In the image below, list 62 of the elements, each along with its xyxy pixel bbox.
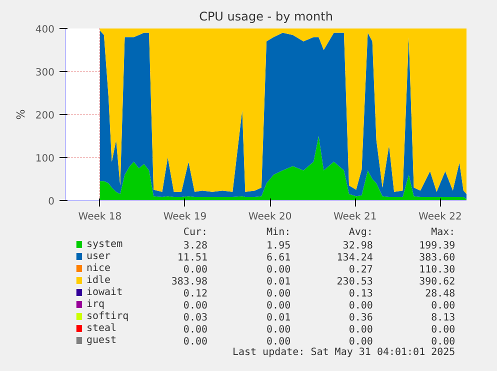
text: 199.39: [419, 240, 456, 252]
legend-label: nice: [86, 263, 111, 274]
text: 0.00: [183, 264, 208, 276]
text: 0.00: [183, 336, 208, 348]
x-tick-label: Week 20: [248, 212, 292, 222]
text: 32.98: [342, 240, 373, 252]
text: 3.28: [183, 240, 208, 252]
text: 134.24: [336, 252, 373, 264]
text: 1.95: [266, 240, 291, 252]
text: 0.00: [183, 300, 208, 312]
x-tick-label: Week 18: [78, 212, 122, 222]
text: 0.01: [266, 276, 291, 288]
y-tick-label: 100: [35, 154, 55, 164]
text: 0.13: [348, 288, 373, 300]
text: 6.61: [266, 252, 291, 264]
legend-label: user: [86, 251, 111, 262]
text: 383.60: [419, 252, 456, 264]
text: Min:: [266, 227, 291, 238]
y-axis-title: %: [14, 109, 28, 120]
text: Cur:: [183, 227, 208, 238]
legend-label: softirq: [86, 311, 129, 322]
y-tick-label: 300: [35, 68, 55, 78]
text: 0.01: [266, 312, 291, 324]
text: 0.00: [431, 300, 456, 312]
text: 28.48: [425, 288, 456, 300]
text: 0.00: [348, 336, 373, 348]
text: 0.36: [348, 312, 373, 324]
legend-label: steal: [86, 323, 117, 334]
legend-label: idle: [86, 275, 111, 286]
x-tick-label: Week 22: [418, 212, 462, 222]
y-tick-label: 0: [48, 196, 55, 208]
y-tick-label: 200: [35, 110, 55, 122]
x-tick-label: Week 19: [163, 212, 207, 222]
text: 0.03: [183, 312, 208, 324]
text: 0.27: [348, 264, 373, 276]
text: 0.00: [266, 336, 291, 348]
text: 0.00: [431, 336, 456, 348]
text: 0.00: [266, 288, 291, 300]
text: 0.00: [266, 300, 291, 312]
text: 230.53: [336, 276, 373, 288]
legend-label: iowait: [86, 287, 123, 298]
text: 0.12: [183, 288, 208, 300]
text: Max:: [431, 227, 456, 238]
text: 383.98: [171, 276, 208, 288]
text: 0.00: [348, 324, 373, 336]
text: Avg:: [348, 227, 373, 238]
text: 0.00: [266, 264, 291, 276]
text: 11.51: [177, 252, 208, 264]
text: 0.00: [348, 300, 373, 312]
legend-label: irq: [86, 299, 105, 310]
legend-label: system: [86, 239, 123, 250]
text: 0.00: [431, 324, 456, 336]
text: 110.30: [419, 264, 456, 276]
chart-title: CPU usage - by month: [199, 10, 333, 24]
text: 0.00: [183, 324, 208, 336]
text: 0.00: [266, 324, 291, 336]
x-tick-label: Week 21: [333, 212, 377, 222]
y-tick-label: 400: [35, 24, 55, 36]
text: 8.13: [431, 312, 456, 324]
legend-label: guest: [86, 335, 117, 346]
text: Last update: Sat May 31 04:01:01 2025: [232, 347, 456, 358]
text: 390.62: [419, 276, 456, 288]
